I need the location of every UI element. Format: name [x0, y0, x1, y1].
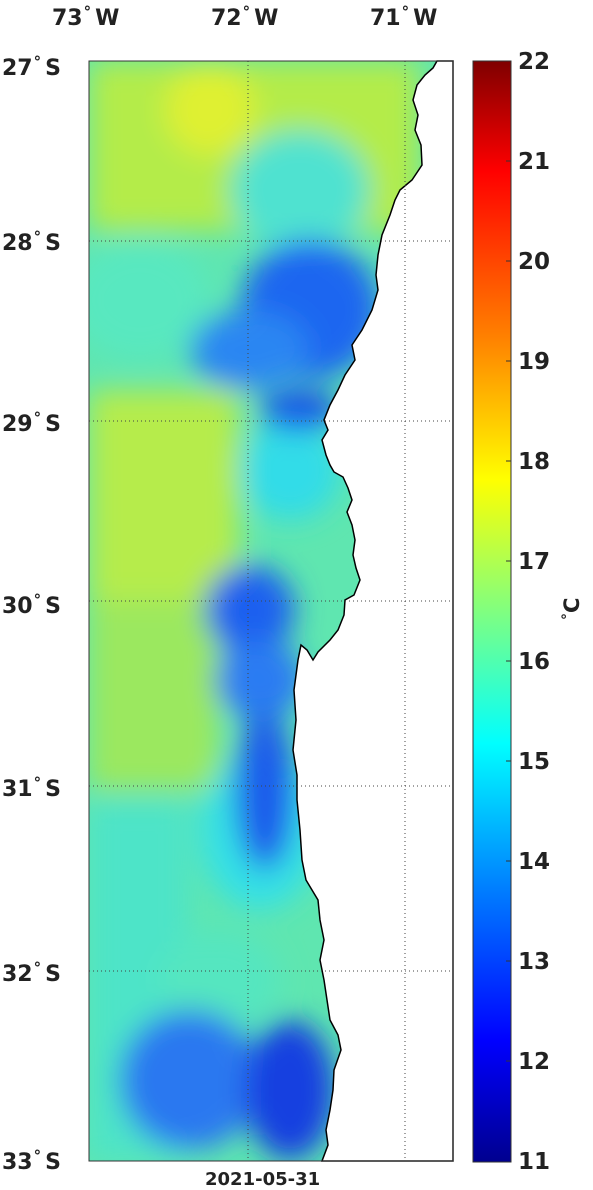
- lat-label-30s: 30° S: [2, 591, 61, 619]
- colorbar-tick-13: 13: [518, 949, 551, 975]
- colorbar-tick-12: 12: [518, 1049, 551, 1075]
- lat-label-28s: 28° S: [2, 228, 61, 256]
- lat-label-31s: 31° S: [2, 774, 61, 802]
- colorbar: [472, 60, 512, 1163]
- lat-label-32s: 32° S: [2, 959, 61, 987]
- colorbar-tick-16: 16: [518, 649, 551, 675]
- lat-label-27s: 27° S: [2, 53, 61, 81]
- map-frame: [88, 60, 454, 1162]
- colorbar-tick-15: 15: [518, 749, 551, 775]
- colorbar-tick-14: 14: [518, 849, 551, 875]
- map-date-label: 2021-05-31: [205, 1169, 321, 1190]
- colorbar-tick-marks: [506, 160, 511, 1062]
- lat-label-29s: 29° S: [2, 409, 61, 437]
- colorbar-unit-label: °C: [560, 597, 584, 620]
- colorbar-tick-11: 11: [518, 1149, 551, 1175]
- colorbar-tick-18: 18: [518, 449, 551, 475]
- map-gridlines: [89, 61, 453, 1161]
- colorbar-tick-22: 22: [518, 49, 551, 75]
- lon-label-73w: 73° W: [52, 3, 120, 31]
- colorbar-tick-21: 21: [518, 149, 551, 175]
- land-mass: [292, 60, 454, 1162]
- lon-label-72w: 72° W: [211, 3, 279, 31]
- colorbar-tick-19: 19: [518, 349, 551, 375]
- lat-label-33s: 33° S: [2, 1147, 61, 1175]
- lon-label-71w: 71° W: [370, 3, 438, 31]
- colorbar-tick-17: 17: [518, 549, 551, 575]
- colorbar-tick-20: 20: [518, 249, 551, 275]
